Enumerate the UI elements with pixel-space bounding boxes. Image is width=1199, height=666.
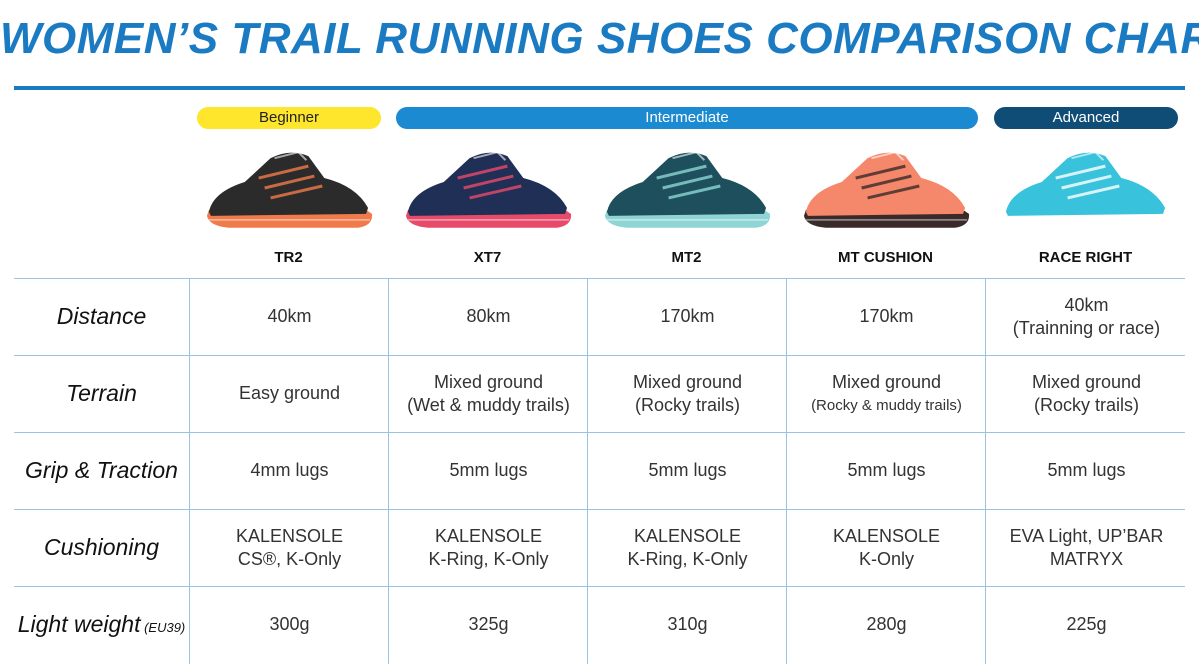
cell-line: 280g (866, 614, 907, 634)
cell-line: Easy ground (238, 383, 341, 403)
table-cell: 225g (987, 586, 1186, 663)
cell-line: 325g (468, 614, 509, 634)
table-cell: 5mm lugs (389, 432, 588, 509)
row-label-1: Terrain (14, 380, 189, 407)
table-cell: 310g (588, 586, 787, 663)
mt2-shoe-image (597, 138, 776, 238)
cell-line: 5mm lugs (648, 460, 727, 480)
cell-line: (Rocky & muddy trails) (811, 396, 962, 414)
model-name-2: MT2 (671, 249, 702, 266)
row-label-4: Light weight (EU39) (14, 611, 189, 638)
cell-line: Mixed ground (831, 371, 942, 392)
xt7-shoe-image (398, 138, 577, 238)
model-name-4: RACE RIGHT (1038, 249, 1133, 266)
table-cell: 5mm lugs (787, 432, 986, 509)
table-cell: 4mm lugs (190, 432, 389, 509)
table-cell: 170km (787, 278, 986, 355)
table-cell: 170km (588, 278, 787, 355)
model-name-3: MT CUSHION (838, 249, 933, 266)
cell-line: 170km (660, 306, 715, 326)
cell-line: EVA Light, UP’BAR (1009, 525, 1164, 546)
table-cell: 5mm lugs (588, 432, 787, 509)
page-title: WOMEN’S TRAIL RUNNING SHOES COMPARISON C… (0, 14, 1199, 63)
table-cell: Mixed ground (Wet & muddy trails) (389, 355, 588, 432)
cell-line: K-Ring, K-Only (428, 548, 549, 569)
title-divider (14, 86, 1185, 90)
cell-line: Mixed ground (433, 371, 544, 392)
cell-line: 170km (859, 306, 914, 326)
row-label-text: Grip & Traction (25, 457, 178, 483)
cell-line: KALENSOLE (235, 525, 344, 546)
cell-line: (Rocky trails) (634, 394, 740, 415)
row-label-2: Grip & Traction (14, 457, 189, 484)
row-label-3: Cushioning (14, 534, 189, 561)
cell-line: (Rocky trails) (1033, 394, 1139, 415)
row-label-text: Terrain (66, 380, 137, 406)
level-badge-beginner: Beginner (197, 107, 381, 129)
cell-line: 4mm lugs (250, 460, 329, 480)
table-cell: Mixed ground (Rocky trails) (987, 355, 1186, 432)
cell-line: KALENSOLE (832, 525, 941, 546)
mt-cushion-shoe-image (796, 138, 975, 238)
race-right-shoe-image (996, 138, 1175, 238)
cell-line: Mixed ground (632, 371, 743, 392)
cell-line: KALENSOLE (633, 525, 742, 546)
cell-line: 5mm lugs (449, 460, 528, 480)
table-cell: KALENSOLE K-Ring, K-Only (588, 509, 787, 586)
row-label-0: Distance (14, 303, 189, 330)
cell-line: 225g (1066, 614, 1107, 634)
cell-line: K-Only (858, 548, 914, 569)
tr2-shoe-image (199, 138, 378, 238)
cell-line: KALENSOLE (434, 525, 543, 546)
row-label-text: Distance (56, 303, 147, 329)
table-cell: 300g (190, 586, 389, 663)
comparison-table: Distance 40km 80km 170km 170km 40km (Trainning… (14, 278, 1185, 664)
cell-line: 310g (667, 614, 708, 634)
table-cell: EVA Light, UP’BAR MATRYX (987, 509, 1186, 586)
cell-line: 5mm lugs (847, 460, 926, 480)
cell-line: 300g (269, 614, 310, 634)
table-cell: 80km (389, 278, 588, 355)
table-cell: KALENSOLE K-Ring, K-Only (389, 509, 588, 586)
cell-line: (Trainning or race) (1012, 317, 1161, 338)
table-cell: KALENSOLE K-Only (787, 509, 986, 586)
cell-line: Mixed ground (1031, 371, 1142, 392)
table-cell: 5mm lugs (987, 432, 1186, 509)
table-cell: Easy ground (190, 355, 389, 432)
row-label-text: Light weight (17, 611, 141, 637)
cell-line: 40km (267, 306, 312, 326)
model-name-0: TR2 (274, 249, 303, 266)
table-cell: 40km (190, 278, 389, 355)
level-badge-advanced: Advanced (994, 107, 1178, 129)
model-name-1: XT7 (473, 249, 502, 266)
cell-line: 80km (466, 306, 511, 326)
table-cell: 40km (Trainning or race) (987, 278, 1186, 355)
cell-line: CS®, K-Only (237, 548, 342, 569)
table-cell: Mixed ground (Rocky & muddy trails) (787, 355, 986, 432)
cell-line: MATRYX (1049, 548, 1124, 569)
cell-line: (Wet & muddy trails) (407, 394, 570, 415)
cell-line: 40km (1064, 294, 1109, 315)
row-label-text: Cushioning (43, 534, 160, 560)
table-cell: 325g (389, 586, 588, 663)
cell-line: 5mm lugs (1047, 460, 1126, 480)
cell-line: K-Ring, K-Only (627, 548, 748, 569)
table-cell: Mixed ground (Rocky trails) (588, 355, 787, 432)
table-cell: 280g (787, 586, 986, 663)
table-cell: KALENSOLE CS®, K-Only (190, 509, 389, 586)
level-badge-intermediate: Intermediate (396, 107, 978, 129)
row-label-note: (EU39) (140, 620, 186, 635)
